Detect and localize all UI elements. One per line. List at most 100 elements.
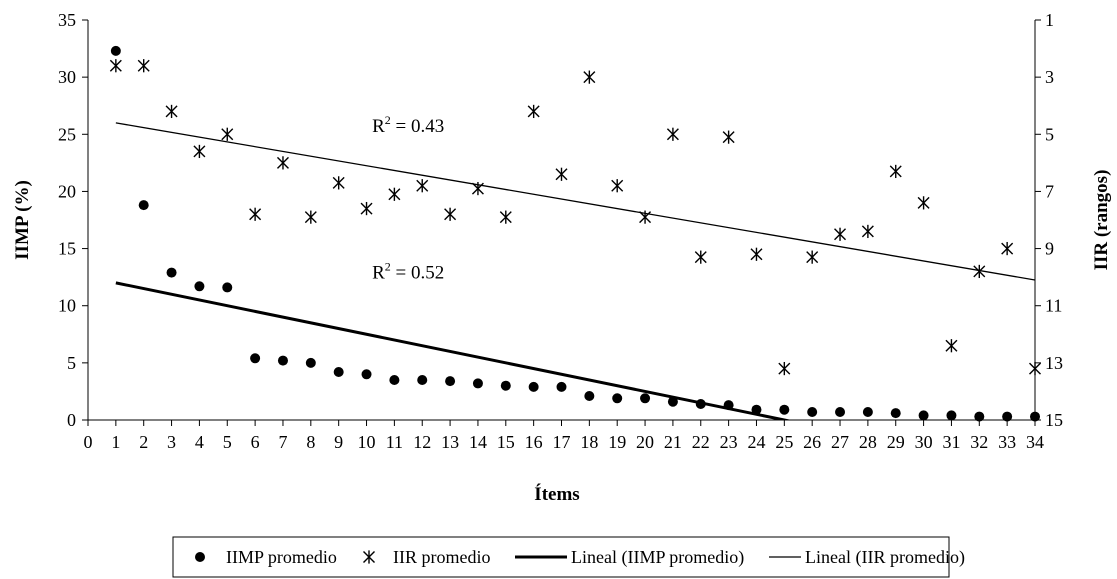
iimp-point [1002, 411, 1013, 422]
iir-point [694, 250, 707, 264]
iimp-point [472, 378, 483, 389]
x-tick-label: 29 [887, 432, 905, 452]
x-tick-label: 31 [942, 432, 960, 452]
iir-point [861, 224, 874, 239]
x-tick-label: 10 [358, 432, 376, 452]
x-tick-label: 23 [720, 432, 738, 452]
iir-point [221, 127, 234, 141]
x-tick-label: 26 [803, 432, 821, 452]
iir-point [471, 181, 484, 196]
iimp-point [612, 393, 623, 404]
y-tick-label: 5 [67, 353, 76, 373]
y2-axis-title: IIR (rangos) [1091, 170, 1112, 271]
y2-tick-label: 11 [1045, 296, 1062, 316]
iimp-point [305, 357, 316, 368]
legend-iimp-marker [195, 552, 205, 562]
iir-point [945, 339, 958, 353]
iir-point [444, 207, 457, 221]
y-tick-label: 10 [58, 296, 76, 316]
r-squared-label: R2 = 0.43 [372, 113, 444, 137]
iimp-point [417, 375, 428, 385]
iimp-point [138, 200, 149, 211]
iimp-point [556, 381, 567, 392]
iimp-point [277, 355, 288, 366]
iimp-point [640, 393, 651, 404]
iimp-point [751, 404, 762, 415]
x-tick-label: 15 [497, 432, 515, 452]
iir-point [889, 164, 902, 179]
iir-point [639, 210, 652, 224]
x-axis-ticks: 0 1 2 3 4 5 6 7 8 9 10 11 12 13 14 15 16 17 18 19 20 21 22 23 24… [84, 420, 1044, 452]
iir-point [527, 104, 540, 119]
x-tick-label: 2 [139, 432, 148, 452]
x-tick-label: 0 [84, 432, 93, 452]
iimp-point [779, 404, 790, 415]
legend: IIMP promedio IIR promedio Lineal (IIMP pr… [172, 536, 965, 578]
y2-tick-label: 1 [1045, 10, 1054, 30]
x-tick-label: 24 [747, 432, 765, 452]
iir-point [416, 179, 429, 193]
x-tick-label: 27 [831, 432, 849, 452]
y-tick-label: 15 [58, 239, 76, 259]
r2-base: R [372, 262, 385, 283]
y-axis-ticks: 0 5 10 15 20 25 30 35 [58, 10, 88, 430]
annotations: R2 = 0.43 R2 = 0.52 [372, 113, 444, 283]
iimp-point [333, 367, 344, 377]
iimp-point [946, 410, 957, 421]
trendline-iimp [115, 281, 792, 420]
x-tick-label: 17 [553, 432, 571, 452]
x-tick-label: 28 [859, 432, 877, 452]
iir-point [834, 227, 847, 241]
iimp-point [835, 407, 846, 417]
iimp-point [528, 381, 539, 392]
iir-point [1001, 241, 1014, 256]
iimp-point [361, 369, 372, 380]
y2-tick-label: 9 [1045, 239, 1054, 259]
x-tick-label: 20 [636, 432, 654, 452]
iimp-point [584, 391, 595, 401]
x-tick-label: 5 [223, 432, 232, 452]
iimp-point [807, 407, 818, 417]
legend-lineal-iimp-label: Lineal (IIMP promedio) [571, 547, 744, 568]
x-tick-label: 8 [306, 432, 315, 452]
x-axis-title: Ítems [534, 483, 579, 505]
x-tick-label: 19 [608, 432, 626, 452]
x-tick-label: 18 [580, 432, 598, 452]
r2-base: R [372, 116, 385, 137]
x-tick-label: 4 [195, 432, 204, 452]
y2-tick-label: 5 [1045, 124, 1054, 144]
trendline-iir [115, 122, 1035, 281]
y-axis-title: IIMP (%) [12, 180, 33, 260]
iir-point [276, 156, 289, 170]
x-tick-label: 16 [525, 432, 543, 452]
r-squared-label: R2 = 0.52 [372, 259, 444, 283]
y-tick-label: 0 [67, 410, 76, 430]
x-tick-label: 13 [441, 432, 459, 452]
y-tick-label: 30 [58, 67, 76, 87]
iimp-point [1030, 411, 1040, 422]
x-tick-label: 9 [334, 432, 343, 452]
iir-point [1029, 361, 1041, 376]
y2-tick-label: 15 [1045, 410, 1063, 430]
x-tick-label: 21 [664, 432, 682, 452]
legend-lineal-iir-label: Lineal (IIR promedio) [805, 547, 965, 568]
trendlines [115, 122, 1035, 420]
x-tick-label: 14 [469, 432, 487, 452]
r2-rest: = 0.43 [391, 116, 444, 137]
x-tick-label: 3 [167, 432, 176, 452]
x-tick-label: 11 [386, 432, 403, 452]
iir-point [611, 179, 624, 193]
iimp-point [222, 282, 233, 293]
iir-point [165, 104, 178, 119]
iir-point [193, 144, 206, 159]
iimp-point [166, 267, 177, 278]
iimp-point [695, 399, 706, 409]
iimp-point [389, 375, 400, 385]
legend-iir-marker [363, 550, 375, 564]
x-tick-label: 12 [413, 432, 431, 452]
iimp-point [723, 400, 734, 411]
iir-point [332, 176, 345, 190]
iir-point [137, 59, 150, 73]
x-tick-label: 30 [915, 432, 933, 452]
